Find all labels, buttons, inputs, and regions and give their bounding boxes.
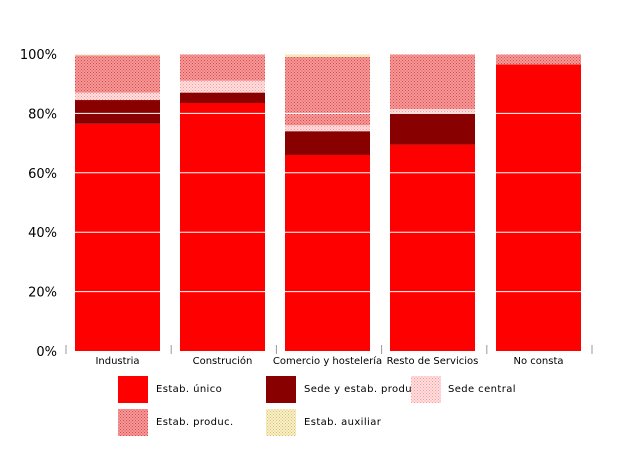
bar-segment: [390, 54, 475, 109]
bar-segment: [285, 125, 370, 132]
x-tick-label: No consta: [514, 356, 564, 367]
legend-label: Estab. auxiliar: [304, 417, 382, 428]
bar-segment: [75, 54, 160, 56]
bar-segment: [180, 54, 265, 81]
legend: Estab. único Sede y estab. produc. Sede ce…: [118, 376, 516, 436]
legend-swatch: [266, 376, 296, 403]
bar-segment: [285, 131, 370, 155]
legend-swatch: [411, 376, 441, 403]
bar-segment: [75, 92, 160, 101]
bar-segment: [285, 154, 370, 351]
y-axis: 0% 20% 40% 60% 80% 100%: [20, 48, 57, 360]
legend-swatch: [118, 376, 148, 403]
legend-item: Estab. único: [118, 376, 222, 403]
y-tick-label: 20%: [28, 286, 57, 301]
bar-segment: [180, 103, 265, 351]
bar-segment: [180, 80, 265, 93]
bar-segment: [75, 55, 160, 93]
bar-segment: [285, 54, 370, 57]
x-tick-label: Comercio y hostelería: [273, 355, 382, 367]
x-axis: Industria Construción Comercio y hostelerí…: [65, 345, 593, 367]
plot-area: [66, 53, 592, 352]
bar-segment: [75, 100, 160, 124]
x-tick-label: Resto de Servicios: [387, 356, 479, 367]
legend-swatch: [266, 409, 296, 436]
legend-item: Estab. produc.: [118, 409, 234, 436]
bar-segment: [180, 92, 265, 104]
bar-segment: [496, 64, 581, 352]
bar-segment: [285, 56, 370, 126]
legend-label: Estab. produc.: [156, 417, 234, 428]
legend-label: Sede central: [448, 384, 516, 395]
bar-segment: [75, 123, 160, 351]
legend-swatch: [118, 409, 148, 436]
bar-segment: [390, 108, 475, 114]
legend-label: Sede y estab. produc.: [304, 384, 422, 395]
x-tick-label: Industria: [95, 356, 139, 367]
bar-segment: [496, 54, 581, 65]
bar-segment: [390, 113, 475, 145]
legend-item: Estab. auxiliar: [266, 409, 382, 436]
y-tick-label: 60%: [28, 167, 57, 182]
y-tick-label: 0%: [36, 345, 57, 360]
y-tick-label: 40%: [28, 226, 57, 241]
legend-item: Sede central: [411, 376, 516, 403]
x-tick-label: Construción: [193, 355, 253, 367]
legend-item: Sede y estab. produc.: [266, 376, 422, 403]
y-tick-label: 80%: [28, 107, 57, 122]
bar-segment: [390, 144, 475, 351]
y-tick-label: 100%: [20, 48, 57, 63]
legend-label: Estab. único: [156, 383, 222, 395]
